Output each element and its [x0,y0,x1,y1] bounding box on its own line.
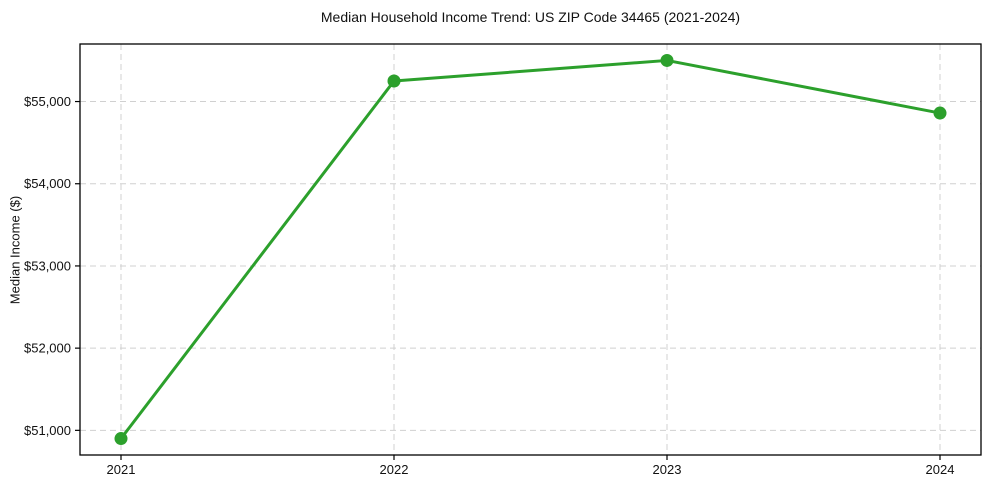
trend-line [119,58,942,441]
x-tick-label: 2021 [107,462,136,477]
data-point-2022 [387,74,401,88]
x-tick-label: 2024 [926,462,955,477]
y-tick-label: $55,000 [24,94,71,109]
y-tick-label: $53,000 [24,258,71,273]
plot-border [79,43,982,456]
gridlines [80,44,981,455]
series-median-income [114,53,947,446]
chart-title: Median Household Income Trend: US ZIP Co… [320,9,741,25]
y-tick-label: $51,000 [24,423,71,438]
x-tick-label: 2022 [380,462,409,477]
y-tick-label: $54,000 [24,176,71,191]
x-tick-label: 2023 [653,462,682,477]
y-tick-label: $52,000 [24,341,71,356]
axis-ticks: $51,000 $52,000 $53,000 $54,000 $55,000 2021 2… [24,94,954,477]
data-point-2024 [933,106,947,120]
data-point-2023 [660,53,674,67]
data-point-2021 [114,432,128,446]
